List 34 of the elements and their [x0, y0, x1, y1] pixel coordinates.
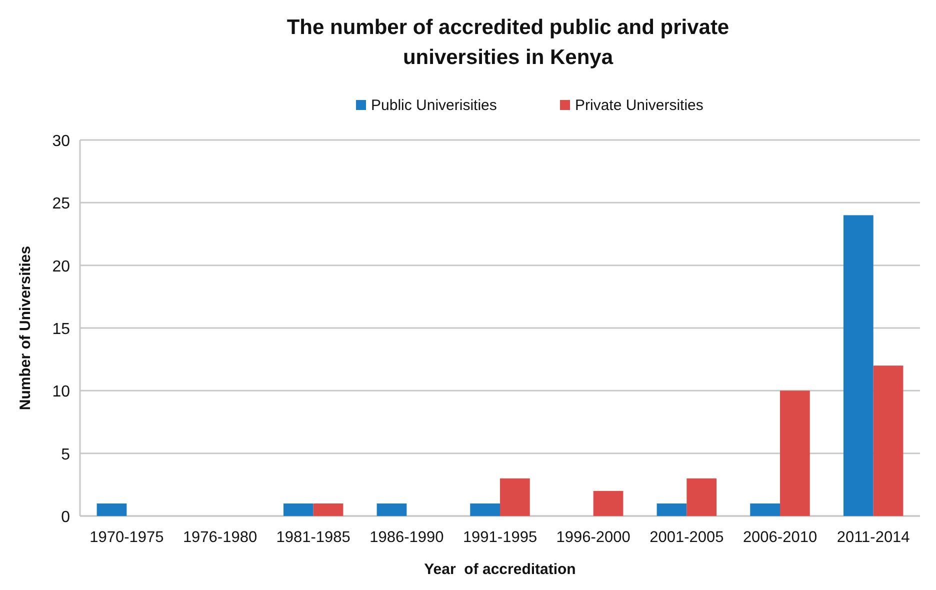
bar: [470, 503, 500, 516]
y-tick-label: 10: [52, 384, 70, 401]
y-axis-title: Number of Universities: [17, 246, 34, 410]
bar: [96, 503, 127, 516]
bar: [873, 366, 904, 516]
x-tick-label: 1996-2000: [556, 529, 631, 546]
x-tick-label: 2006-2010: [742, 529, 818, 546]
bar: [656, 503, 687, 516]
x-tick-label: 2011-2014: [836, 529, 910, 546]
bar: [750, 503, 780, 516]
x-tick-label: 1991-1995: [462, 529, 538, 546]
bar: [686, 478, 717, 516]
y-tick-label: 0: [61, 509, 70, 526]
x-tick-label: 2001-2005: [650, 529, 724, 546]
y-tick-label: 5: [61, 446, 70, 464]
x-axis-title: Year of accreditation: [424, 561, 576, 578]
y-tick-label: 25: [52, 196, 70, 213]
legend-label: Public Univerisities: [371, 97, 497, 114]
x-tick-label: 1986-1990: [370, 529, 444, 546]
chart-title: The number of accredited public and private universities in Kenya: [286, 16, 730, 69]
bar: [500, 478, 530, 516]
bar: [376, 503, 407, 516]
y-tick-label: 20: [52, 258, 70, 276]
bar: [780, 390, 810, 516]
y-tick-label: 30: [52, 133, 70, 150]
bar: [593, 490, 624, 516]
y-tick-label: 15: [52, 321, 70, 338]
legend-label: Private Universities: [575, 97, 704, 114]
x-tick-label: 1970-1975: [90, 529, 164, 546]
bar: [283, 503, 314, 516]
x-tick-label: 1981-1985: [276, 529, 350, 546]
x-tick-label: 1976-1980: [182, 529, 258, 546]
bar: [843, 215, 874, 516]
bar: [313, 503, 344, 516]
